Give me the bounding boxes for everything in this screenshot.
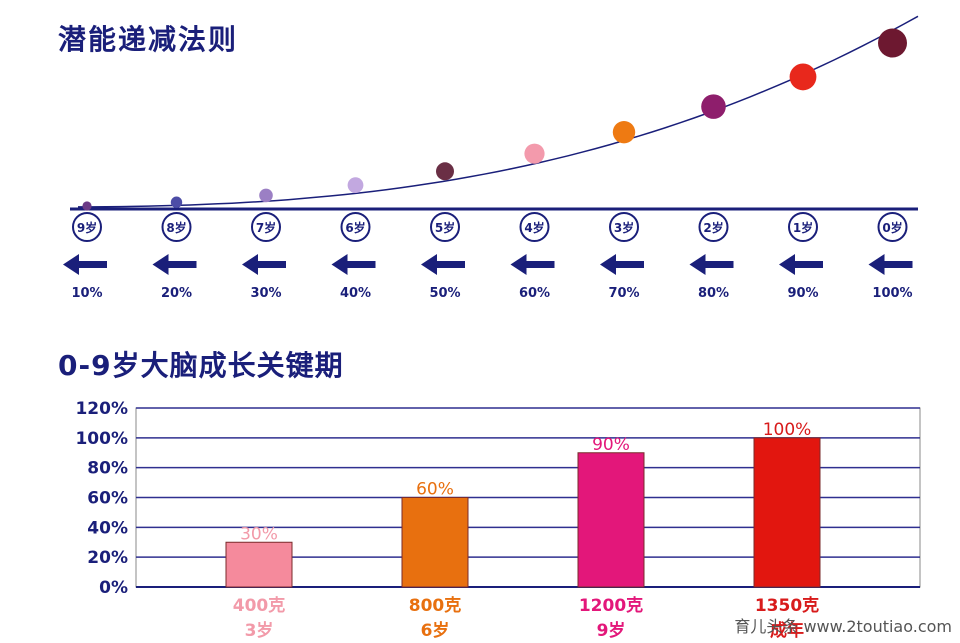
percent-label: 20% [161, 286, 192, 301]
age-category-label: 9岁 [597, 620, 626, 641]
age-label: 4岁 [524, 220, 544, 235]
age-category-label: 成年 [770, 620, 804, 641]
data-label: 100% [763, 420, 812, 440]
potential-dot [170, 196, 183, 208]
weight-label: 800克 [409, 595, 462, 616]
age-label: 6岁 [345, 220, 365, 235]
brain-chart-title: 0-9岁大脑成长关键期 [58, 349, 344, 382]
age-label: 9岁 [77, 220, 97, 235]
arrow-shaft [166, 261, 197, 268]
age-marker-circle [698, 212, 729, 242]
arrow-shaft [256, 261, 286, 268]
weight-label: 400克 [233, 595, 286, 616]
weight-label: 1350克 [755, 595, 819, 616]
arrow-left-icon [242, 254, 258, 275]
potential-dot [82, 201, 92, 211]
bar [753, 437, 821, 588]
y-tick-label: 40% [87, 518, 128, 538]
y-tick-label: 20% [87, 548, 128, 568]
data-label: 60% [416, 480, 454, 500]
data-label: 90% [592, 435, 630, 455]
percent-label: 90% [787, 286, 818, 301]
arrow-shaft [703, 261, 734, 268]
potential-dot [347, 177, 364, 194]
age-label: 5岁 [435, 220, 455, 235]
percent-label: 80% [698, 286, 729, 301]
age-label: 3岁 [614, 220, 634, 235]
arrow-left-icon [152, 254, 169, 275]
arrow-left-icon [63, 254, 79, 275]
arrow-left-icon [868, 254, 885, 275]
y-tick-label: 120% [75, 399, 128, 419]
percent-label: 50% [429, 286, 460, 301]
potential-dot [524, 143, 545, 164]
potential-chart-title: 潜能递减法则 [58, 23, 239, 56]
arrow-shaft [793, 261, 823, 268]
age-category-label: 3岁 [245, 620, 274, 641]
potential-dot [878, 28, 907, 58]
y-tick-label: 80% [87, 459, 128, 479]
arrow-shaft [77, 261, 107, 268]
age-marker-circle [877, 212, 908, 242]
age-marker-circle [519, 212, 550, 242]
age-marker-circle [430, 212, 460, 242]
age-marker-circle [251, 212, 281, 242]
potential-decline-chart: 9岁 10% 8岁 20% 7岁 30% 6岁 40% 5岁 50% 4岁 60% 3岁 70% 2岁 80%… [63, 15, 919, 301]
potential-dot [701, 94, 726, 119]
age-marker-circle [72, 212, 102, 242]
percent-label: 40% [340, 286, 371, 301]
arrow-left-icon [600, 254, 616, 275]
age-label: 2岁 [703, 220, 723, 235]
data-label: 30% [240, 524, 278, 544]
age-label: 8岁 [166, 220, 186, 235]
arrow-shaft [524, 261, 555, 268]
arrow-left-icon [331, 254, 348, 275]
arrow-shaft [345, 261, 376, 268]
age-label: 0岁 [882, 220, 902, 235]
percent-label: 60% [519, 286, 550, 301]
potential-dot [436, 162, 454, 181]
arrow-left-icon [421, 254, 437, 275]
age-marker-circle [161, 212, 192, 242]
arrow-shaft [882, 261, 913, 268]
age-label: 7岁 [256, 220, 276, 235]
growth-curve [78, 15, 919, 208]
age-category-label: 6岁 [421, 620, 450, 641]
bar [401, 497, 469, 588]
age-marker-circle [609, 212, 639, 242]
potential-dot [612, 120, 636, 144]
age-label: 1岁 [793, 220, 813, 235]
age-marker-circle [788, 212, 818, 242]
percent-label: 70% [608, 286, 639, 301]
bar [225, 541, 293, 588]
percent-label: 30% [250, 286, 281, 301]
potential-dot [259, 188, 273, 203]
arrow-shaft [614, 261, 644, 268]
weight-label: 1200克 [579, 595, 643, 616]
bar [577, 452, 645, 588]
arrow-left-icon [779, 254, 795, 275]
percent-label: 100% [872, 286, 912, 301]
potential-dot [789, 63, 817, 91]
arrow-left-icon [689, 254, 706, 275]
arrow-left-icon [510, 254, 527, 275]
y-tick-label: 60% [87, 489, 128, 509]
percent-label: 10% [71, 286, 102, 301]
watermark: 育儿头条 www.2toutiao.com [734, 617, 952, 636]
y-tick-label: 100% [75, 429, 128, 449]
arrow-shaft [435, 261, 465, 268]
y-tick-label: 0% [99, 578, 128, 598]
age-marker-circle [340, 212, 371, 242]
